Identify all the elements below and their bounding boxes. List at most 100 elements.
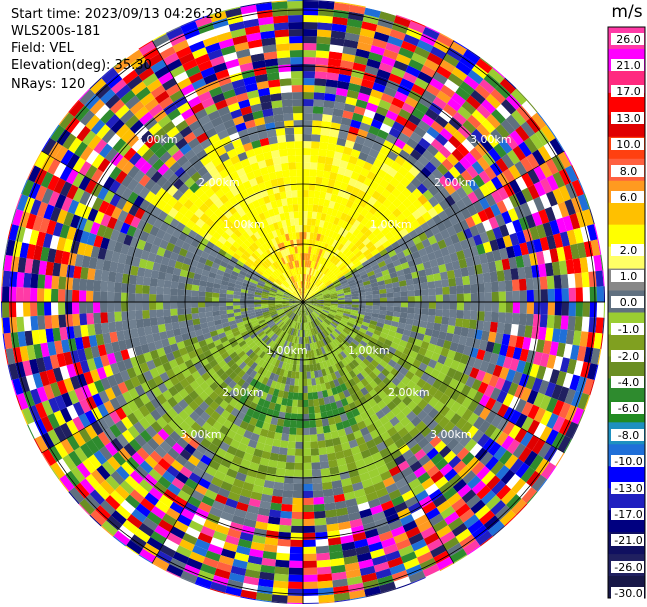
ppi-gate [579,257,589,273]
ppi-gate [93,312,102,324]
ppi-gate [436,428,449,441]
ppi-gate [371,451,383,462]
ppi-gate [344,32,360,42]
ppi-gate [443,386,455,398]
ppi-gate [240,436,251,446]
ppi-gate [272,488,284,497]
ppi-gate [227,528,242,539]
ppi-gate [308,183,316,191]
ppi-gate [277,538,291,547]
ppi-gate [386,306,394,312]
ppi-gate [353,105,366,116]
ppi-gate [470,302,478,312]
ppi-gate [387,330,397,338]
ppi-gate [364,211,374,221]
ppi-gate [387,212,397,223]
ppi-gate [328,543,343,553]
ppi-gate [574,316,583,332]
ppi-gate [381,368,391,377]
ppi-gate [303,357,307,365]
ppi-gate [303,232,307,240]
ppi-gate [107,281,116,293]
ppi-gate [312,277,317,284]
ppi-gate [449,202,461,215]
ppi-gate [421,114,435,127]
ppi-gate [430,225,441,236]
ppi-gate [315,318,321,325]
ppi-gate [359,327,367,334]
ppi-gate [357,420,367,430]
ppi-gate [333,180,342,189]
ppi-gate [330,37,345,47]
ppi-gate [527,419,541,435]
ppi-gate [311,211,318,220]
ppi-gate [471,128,486,143]
ppi-gate [401,385,412,396]
ppi-gate [156,309,164,318]
ppi-gate [474,142,488,157]
ppi-gate [246,562,262,572]
ppi-gate [154,525,170,539]
ppi-gate [348,332,356,340]
ppi-gate [352,62,367,73]
ppi-gate [282,391,289,399]
ppi-gate [416,378,427,389]
ppi-gate [16,272,25,288]
ppi-gate [475,530,493,546]
ppi-gate [385,244,394,253]
ppi-gate [403,34,420,47]
ppi-gate [430,120,444,134]
ppi-gate [330,372,338,381]
ppi-gate [227,491,241,502]
ppi-gate [569,213,581,230]
ppi-gate [390,66,406,79]
ppi-gate [307,306,313,313]
ppi-gate [256,514,270,524]
ppi-gate [383,172,394,184]
ppi-gate [532,314,541,327]
ppi-gate [30,273,39,289]
ppi-gate [391,217,401,228]
ppi-gate [444,511,460,526]
ppi-gate [398,280,407,287]
ppi-gate [484,302,492,312]
ppi-gate [342,448,353,458]
ppi-gate [152,562,167,572]
ppi-gate [353,195,363,206]
ppi-gate [380,588,397,594]
ppi-gate [295,364,300,372]
ppi-gate [306,274,309,282]
ppi-gate [307,218,312,226]
ppi-gate [327,325,335,332]
ppi-gate [446,225,457,237]
ppi-gate [446,47,464,62]
ppi-gate [375,24,392,36]
ppi-gate [44,315,53,330]
ppi-gate [479,360,490,373]
ppi-gate [538,209,550,225]
ppi-gate [539,394,552,411]
ppi-gate [235,501,249,512]
ppi-gate [198,296,206,302]
ppi-gate [372,293,380,299]
ppi-gate [362,318,371,324]
ppi-gate [331,364,338,373]
ppi-gate [212,302,220,307]
ppi-gate [337,305,345,309]
ppi-gate [356,222,365,232]
ppi-gate [231,455,243,466]
ppi-gate [443,420,456,434]
ppi-gate [454,211,466,223]
ppi-gate [408,114,422,126]
ppi-gate [450,401,462,414]
ppi-gate [349,314,358,320]
ppi-gate [323,163,333,172]
ppi-gate [226,302,234,307]
ppi-gate [275,425,284,434]
ppi-gate [378,493,392,505]
ppi-gate [593,332,603,350]
ppi-gate [463,284,471,294]
ppi-gate [292,399,298,407]
ppi-gate [306,336,310,344]
ppi-gate [472,234,483,246]
